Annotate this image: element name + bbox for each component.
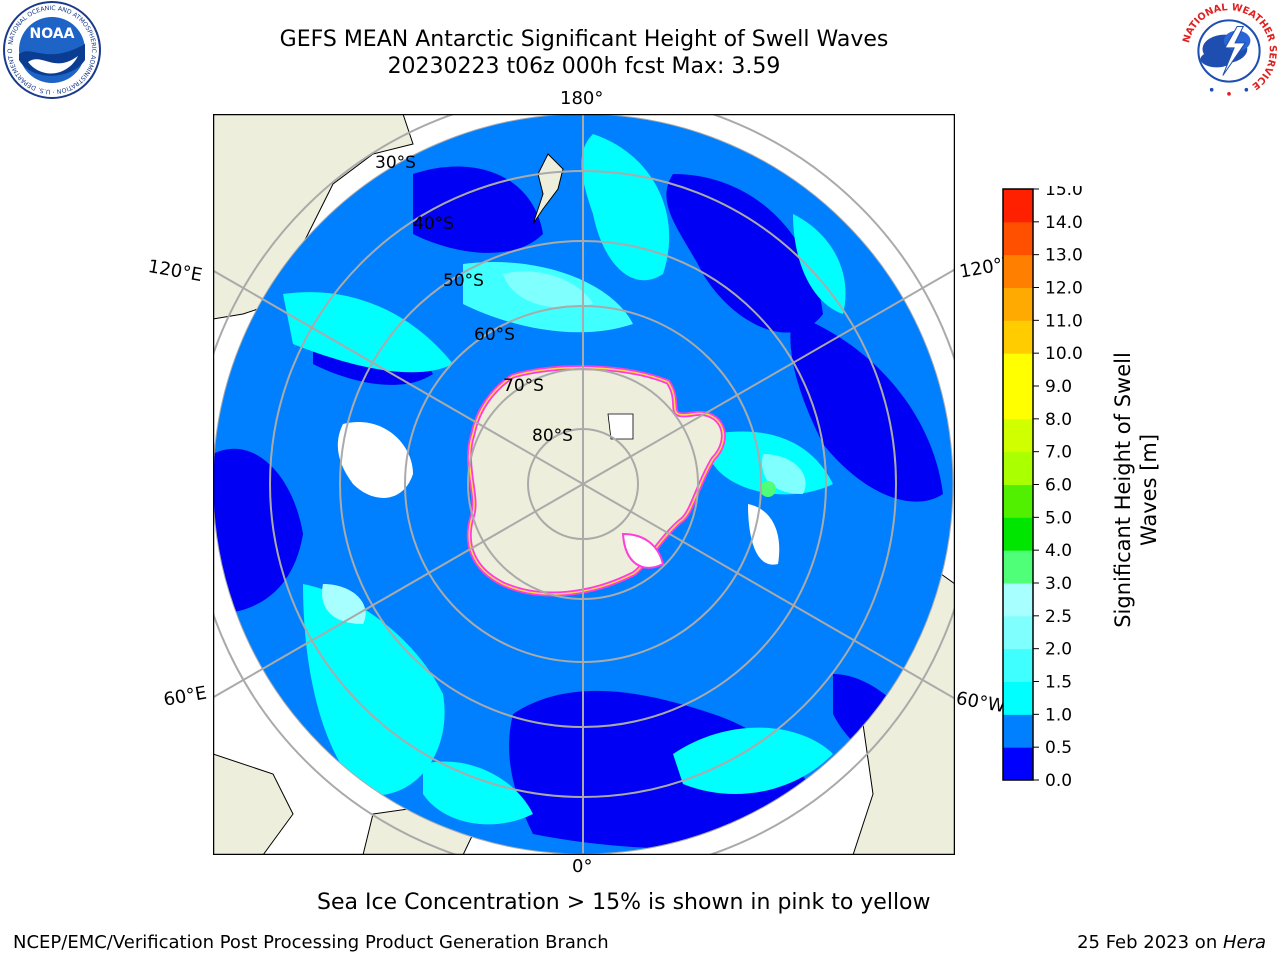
lat-label-80s: 80°S: [532, 426, 573, 446]
colorbar-swatch: [1003, 221, 1033, 256]
footer-date: 25 Feb 2023 on Hera: [1077, 932, 1266, 953]
colorbar-tick-label: 3.0: [1045, 574, 1072, 594]
colorbar-tick-label: 0.5: [1045, 738, 1072, 758]
colorbar-tick-label: 10.0: [1045, 344, 1083, 364]
colorbar-swatch: [1003, 189, 1033, 223]
colorbar-swatch: [1003, 681, 1033, 715]
noaa-logo-text: NOAA: [30, 26, 75, 42]
colorbar-swatch: [1003, 353, 1033, 387]
lat-label-40s: 40°S: [413, 214, 454, 234]
nws-logo: NATIONAL WEATHER SERVICE: [1180, 2, 1278, 100]
colorbar-frame: [1002, 188, 1034, 781]
lon-label-180: 180°: [560, 88, 604, 109]
colorbar-tick-label: 15.0: [1045, 186, 1083, 200]
colorbar-tick-label: 8.0: [1045, 410, 1072, 430]
colorbar-swatch: [1003, 550, 1033, 584]
colorbar-tick-label: 11.0: [1045, 311, 1083, 331]
colorbar-swatch: [1003, 484, 1033, 518]
lon-label-60e: 60°E: [162, 682, 209, 711]
colorbar-tick-label: 1.5: [1045, 673, 1072, 693]
map-area: 30°S 40°S 50°S 60°S 70°S 80°S: [190, 84, 976, 885]
title-line-1: GEFS MEAN Antarctic Significant Height o…: [279, 27, 889, 52]
colorbar-swatch: [1003, 648, 1033, 682]
colorbar-swatch: [1003, 320, 1033, 354]
colorbar-tick-label: 2.0: [1045, 640, 1072, 660]
colorbar-label: Significant Height of Swell Waves [m]: [1111, 352, 1161, 628]
lat-label-30s: 30°S: [375, 153, 416, 173]
lon-label-0: 0°: [572, 856, 593, 877]
colorbar-swatch: [1003, 583, 1033, 617]
footer-branch: NCEP/EMC/Verification Post Processing Pr…: [13, 932, 609, 953]
title-line-2: 20230223 t06z 000h fcst Max: 3.59: [387, 54, 781, 79]
colorbar-tick-label: 1.0: [1045, 705, 1072, 725]
colorbar-label-line-1: Significant Height of Swell: [1111, 352, 1135, 628]
colorbar-swatch: [1003, 287, 1033, 321]
colorbar-tick-label: 13.0: [1045, 246, 1083, 266]
polar-map: 30°S 40°S 50°S 60°S 70°S 80°S: [190, 84, 976, 885]
colorbar-swatch: [1003, 418, 1033, 453]
colorbar-tick-label: 0.0: [1045, 771, 1072, 786]
colorbar-tick-label: 5.0: [1045, 508, 1072, 528]
lat-label-70s: 70°S: [503, 376, 544, 396]
colorbar-tick-label: 12.0: [1045, 279, 1083, 299]
sea-ice-note: Sea Ice Concentration > 15% is shown in …: [317, 890, 931, 915]
map-frame: [212, 113, 956, 856]
colorbar-tick-label: 4.0: [1045, 541, 1072, 561]
colorbar-tick-label: 14.0: [1045, 213, 1083, 233]
colorbar-tick-label: 2.5: [1045, 607, 1072, 627]
colorbar-tick-label: 6.0: [1045, 476, 1072, 496]
colorbar-label-line-2: Waves [m]: [1137, 434, 1161, 546]
colorbar-swatch: [1003, 517, 1033, 551]
footer-host: Hera: [1222, 932, 1266, 953]
colorbar-swatch: [1003, 386, 1033, 420]
colorbar-swatch: [1003, 747, 1033, 781]
colorbar-tick-label: 7.0: [1045, 443, 1072, 463]
colorbar-swatch: [1003, 615, 1033, 650]
colorbar-swatch: [1003, 714, 1033, 748]
footer-date-text: 25 Feb 2023 on: [1077, 932, 1223, 953]
lat-label-60s: 60°S: [474, 325, 515, 345]
colorbar-label-wrap: Significant Height of Swell Waves [m]: [1104, 330, 1164, 650]
colorbar-tick-label: 9.0: [1045, 377, 1072, 397]
colorbar-swatch: [1003, 254, 1033, 288]
antarctica: [466, 365, 726, 597]
noaa-logo: NATIONAL OCEANIC AND ATMOSPHERIC ADMINIS…: [2, 0, 101, 99]
colorbar-swatch: [1003, 451, 1033, 485]
colorbar: 0.0 0.5 1.0 1.5 2.0 2.5 3.0 4.0 5.0 6.0 7.0 8.0 9.0 1…: [1002, 186, 1083, 786]
lon-label-120e: 120°E: [146, 256, 204, 287]
lat-label-50s: 50°S: [443, 271, 484, 291]
